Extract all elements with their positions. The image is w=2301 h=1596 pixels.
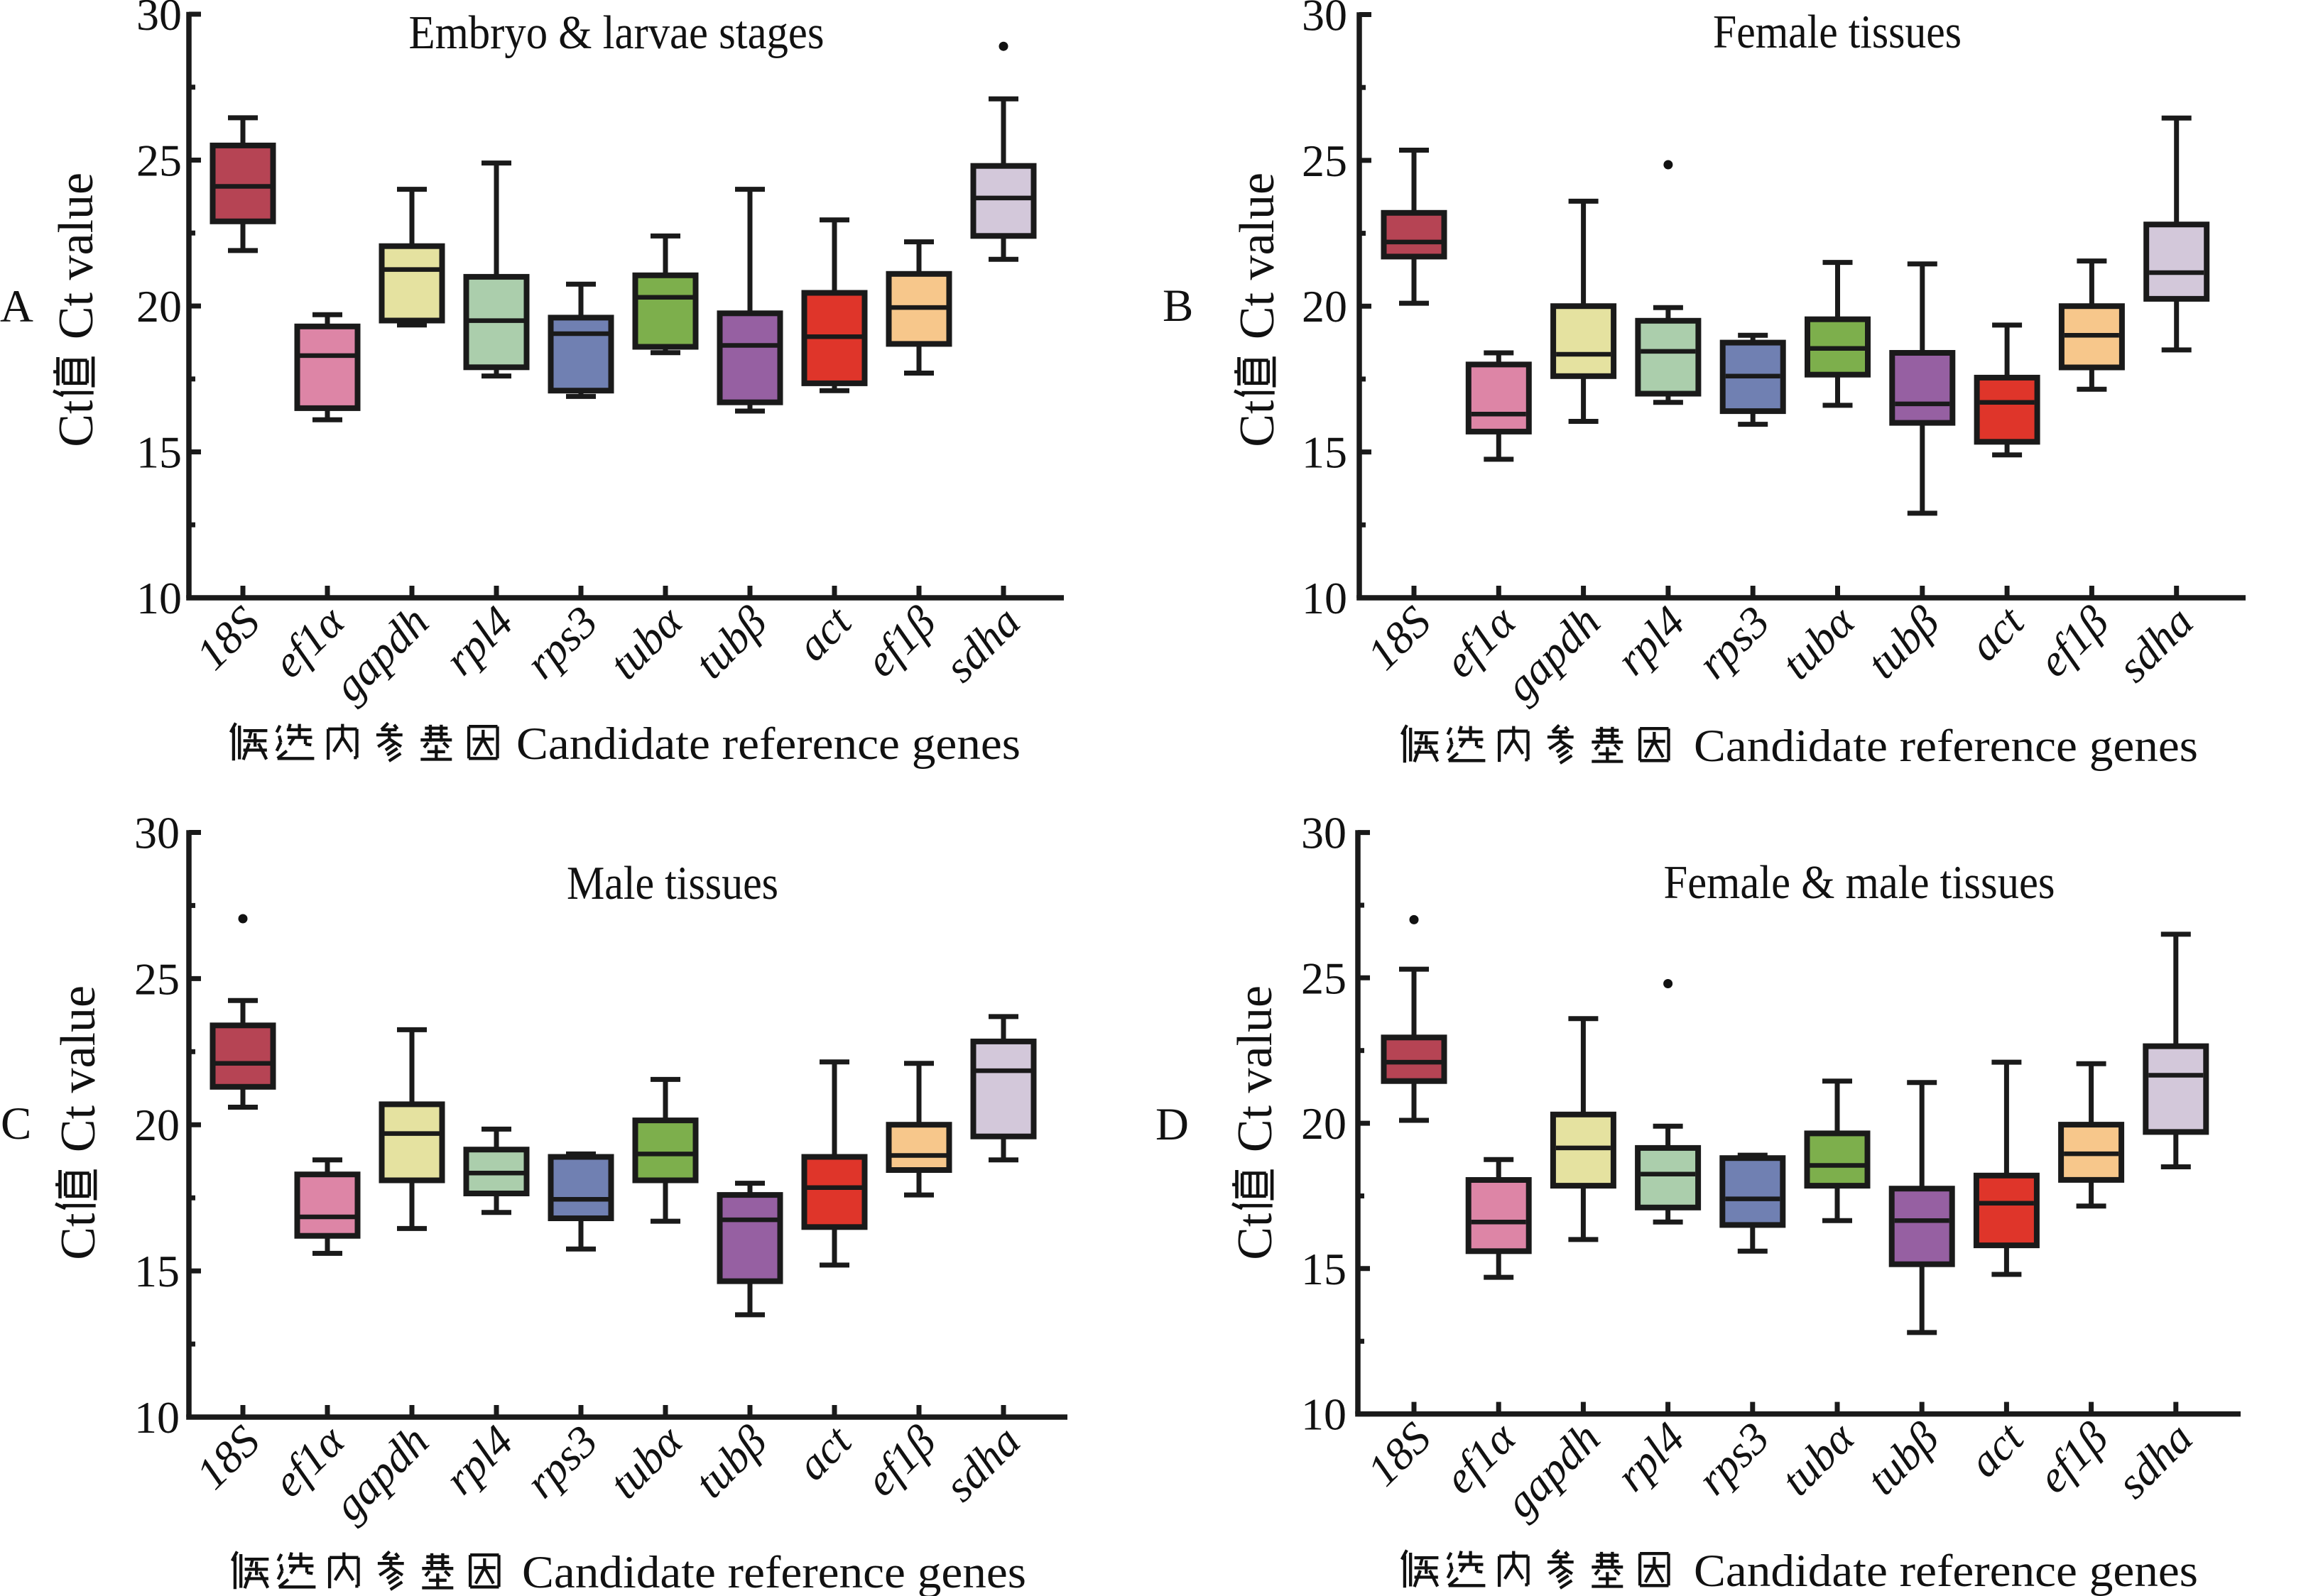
svg-text:15: 15	[1301, 1244, 1347, 1294]
svg-text:15: 15	[1302, 427, 1347, 478]
svg-text:C: C	[1, 1098, 31, 1149]
svg-text:30: 30	[134, 808, 180, 858]
svg-text:Female tissues: Female tissues	[1713, 6, 1962, 58]
svg-text:Ct: Ct	[1230, 400, 1285, 447]
svg-text:25: 25	[136, 136, 182, 186]
svg-text:10: 10	[1301, 1389, 1347, 1440]
svg-text:D: D	[1155, 1099, 1189, 1150]
svg-text:10: 10	[134, 1392, 180, 1443]
svg-text:20: 20	[136, 281, 182, 332]
svg-text:B: B	[1163, 280, 1193, 332]
svg-text:Candidate reference genes: Candidate reference genes	[522, 1547, 1026, 1596]
svg-text:25: 25	[1302, 136, 1347, 186]
svg-text:Ct value: Ct value	[1228, 985, 1283, 1152]
svg-text:Candidate reference genes: Candidate reference genes	[1694, 1546, 2198, 1596]
svg-text:20: 20	[1302, 281, 1347, 332]
svg-text:Ct value: Ct value	[49, 173, 104, 339]
svg-text:A: A	[0, 281, 33, 332]
svg-text:15: 15	[134, 1246, 180, 1296]
svg-text:10: 10	[1302, 573, 1347, 623]
svg-text:30: 30	[1302, 0, 1347, 40]
svg-text:30: 30	[1301, 808, 1347, 858]
svg-text:Female & male tissues: Female & male tissues	[1664, 856, 2055, 909]
svg-text:25: 25	[1301, 953, 1347, 1003]
svg-text:Candidate reference genes: Candidate reference genes	[1694, 721, 2198, 772]
svg-text:20: 20	[134, 1100, 180, 1150]
svg-text:Ct: Ct	[49, 400, 104, 447]
svg-text:30: 30	[136, 0, 182, 40]
svg-text:Candidate reference genes: Candidate reference genes	[516, 718, 1021, 770]
svg-text:15: 15	[136, 427, 182, 478]
svg-text:10: 10	[136, 573, 182, 623]
svg-text:Ct: Ct	[1228, 1213, 1283, 1260]
svg-text:Ct value: Ct value	[1230, 173, 1285, 339]
svg-text:Male tissues: Male tissues	[567, 857, 778, 909]
svg-text:Embryo & larvae stages: Embryo & larvae stages	[409, 6, 825, 59]
svg-text:Ct: Ct	[51, 1213, 106, 1260]
svg-text:20: 20	[1301, 1098, 1347, 1149]
svg-text:25: 25	[134, 953, 180, 1004]
svg-text:Ct value: Ct value	[51, 985, 106, 1152]
